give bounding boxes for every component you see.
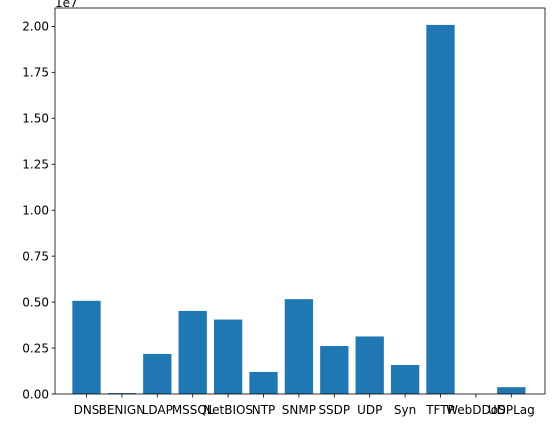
y-tick-label: 1.50 xyxy=(22,112,49,126)
x-tick-label: NetBIOS xyxy=(203,403,253,417)
x-tick-label: UDP xyxy=(357,403,382,417)
bar-udp xyxy=(356,336,384,394)
x-tick-label: SNMP xyxy=(282,403,316,417)
bar-netbios xyxy=(214,320,242,394)
bars-layer xyxy=(72,25,525,394)
x-tick-label: BENIGN xyxy=(99,403,146,417)
bar-ldap xyxy=(143,354,171,394)
x-tick-label: NTP xyxy=(252,403,276,417)
y-tick-label: 0.75 xyxy=(22,249,49,263)
y-axis: 0.00 0.25 0.50 0.75 1.00 1.25 1.50 1.75 2.00 xyxy=(22,20,55,402)
x-tick-label: Syn xyxy=(394,403,416,417)
y-tick-label: 1.75 xyxy=(22,66,49,80)
bar-tftp xyxy=(426,25,454,394)
bar-ntp xyxy=(249,372,277,394)
y-tick-label: 1.25 xyxy=(22,158,49,172)
x-tick-label: LDAP xyxy=(142,403,173,417)
y-tick-label: 1.00 xyxy=(22,203,49,217)
x-tick-label: SSDP xyxy=(318,403,350,417)
bar-snmp xyxy=(285,299,313,394)
y-tick-label: 0.50 xyxy=(22,295,49,309)
y-axis-offset-label: 1e7 xyxy=(55,0,78,10)
bar-mssql xyxy=(179,311,207,394)
y-tick-label: 2.00 xyxy=(22,20,49,34)
bar-udplag xyxy=(497,387,525,394)
x-tick-label: DNS xyxy=(74,403,100,417)
bar-ssdp xyxy=(320,346,348,394)
y-tick-label: 0.25 xyxy=(22,341,49,355)
y-tick-label: 0.00 xyxy=(22,387,49,401)
bar-dns xyxy=(72,301,100,394)
x-tick-label: UDPLag xyxy=(488,403,535,417)
bar-syn xyxy=(391,365,419,394)
